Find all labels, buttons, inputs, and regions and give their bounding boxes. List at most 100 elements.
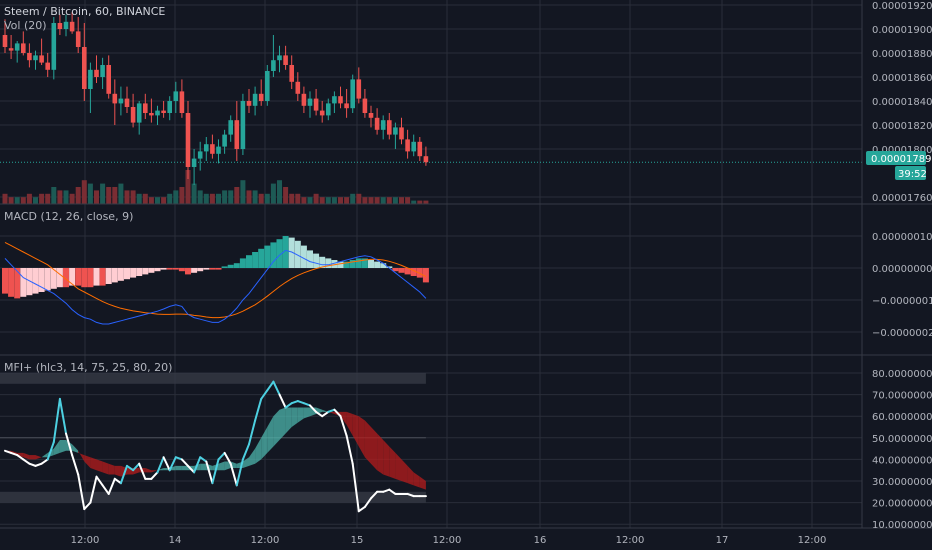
mfi-line-segment [406, 492, 415, 498]
mfi-line-segment [4, 449, 13, 454]
candle-body [136, 103, 142, 123]
mfi-tick-label: 40.00000000 [872, 455, 932, 466]
volume-bar [179, 187, 185, 204]
volume-bar [411, 200, 417, 204]
volume-bar [331, 197, 337, 204]
price-tick-label: 0.00001880 [872, 49, 932, 60]
macd-histogram-bar [172, 268, 179, 270]
mfi-label[interactable]: MFI+ (hlc3, 14, 75, 25, 80, 20) [4, 361, 172, 374]
mfi-cloud-segment [340, 411, 347, 425]
mfi-line-segment [89, 475, 98, 504]
candle-body [173, 91, 179, 101]
mfi-line-segment [278, 393, 287, 409]
mfi-cloud-segment [175, 465, 182, 471]
macd-label[interactable]: MACD (12, 26, close, 9) [4, 210, 133, 223]
macd-histogram-bar [75, 268, 82, 286]
macd-histogram-bar [63, 268, 69, 288]
mfi-line-segment [65, 432, 74, 457]
macd-histogram-bar [124, 268, 130, 280]
candle-body [191, 158, 197, 167]
mfi-pane[interactable] [0, 373, 427, 513]
mfi-cloud-segment [218, 461, 225, 471]
mfi-cloud-segment [242, 457, 249, 469]
macd-histogram-bar [276, 239, 283, 268]
volume-bar [246, 190, 252, 204]
volume-bar [313, 193, 319, 204]
mfi-line-segment [199, 456, 208, 463]
time-tick-label: 12:00 [71, 535, 100, 546]
mfi-cloud-segment [151, 470, 158, 473]
mfi-line-segment [101, 484, 110, 495]
mfi-cloud-segment [29, 455, 36, 460]
candle-body [332, 96, 337, 104]
last-price-badge [866, 151, 926, 165]
macd-histogram-bar [361, 258, 368, 268]
volume-bar [87, 183, 93, 204]
mfi-line-segment [321, 410, 330, 418]
volume-bar [362, 197, 368, 204]
mfi-tick-label: 80.00000000 [872, 369, 932, 380]
mfi-line-segment [162, 456, 171, 472]
candlesticks[interactable] [2, 12, 429, 185]
volume-bar [222, 190, 228, 204]
mfi-line-segment [284, 402, 293, 409]
mfi-cloud-segment [364, 420, 371, 464]
volume-bar [350, 193, 356, 204]
time-tick-label: 12:00 [616, 535, 645, 546]
candle-body [319, 110, 325, 116]
candle-body [45, 62, 50, 70]
countdown-value: 39:52 [898, 169, 927, 180]
mfi-cloud-segment [346, 411, 353, 436]
mfi-cloud-segment [249, 448, 256, 466]
macd-histogram-bar [93, 268, 100, 286]
candle-body [393, 127, 398, 135]
macd-pane[interactable] [2, 236, 429, 325]
macd-histogram-bar [307, 250, 313, 268]
mfi-cloud-segment [145, 468, 152, 473]
volume-bar [45, 193, 51, 204]
candle-body [228, 120, 233, 135]
price-tick-label: 0.00001820 [872, 121, 932, 132]
mfi-cloud-segment [114, 465, 121, 477]
candle-body [295, 81, 301, 94]
mfi-line-segment [327, 408, 336, 413]
volume-label[interactable]: Vol (20) [4, 19, 47, 32]
countdown-badge [895, 166, 926, 180]
mfi-cloud-segment [273, 409, 280, 447]
mfi-line-segment [126, 464, 135, 472]
volume-bar [240, 180, 246, 204]
macd-histogram-bar [221, 266, 228, 268]
volume-bar [319, 197, 325, 204]
macd-histogram-bar [8, 268, 15, 297]
mfi-line-segment [315, 410, 324, 418]
mfi-line-segment [309, 404, 318, 413]
mfi-line-segment [382, 488, 391, 493]
mfi-cloud-segment [23, 452, 30, 460]
time-tick-label: 15 [351, 535, 364, 546]
volume-bar [100, 183, 106, 204]
mfi-cloud-segment [352, 414, 359, 447]
mfi-cloud-segment [261, 427, 268, 460]
volume-bar [258, 193, 264, 204]
symbol-title[interactable]: Steem / Bitcoin, 60, BINANCE [4, 5, 165, 18]
mfi-cloud-segment [90, 457, 97, 471]
candle-body [265, 71, 270, 101]
candle-body [197, 151, 203, 159]
candle-body [362, 98, 368, 113]
mfi-line-segment [345, 434, 354, 465]
macd-histogram-bar [233, 263, 240, 268]
candle-body [94, 69, 99, 77]
candle-body [82, 47, 87, 89]
candle-body [112, 93, 118, 104]
macd-histogram-bar [288, 237, 295, 268]
macd-histogram-bar [270, 242, 277, 268]
candle-body [149, 113, 154, 116]
volume-bar [301, 197, 307, 204]
candle-body [271, 60, 276, 71]
mfi-cloud-segment [328, 411, 335, 415]
macd-histogram-bar [374, 261, 381, 268]
mfi-cloud-segment [224, 461, 231, 471]
candle-body [350, 79, 355, 109]
macd-histogram-bar [246, 255, 252, 268]
